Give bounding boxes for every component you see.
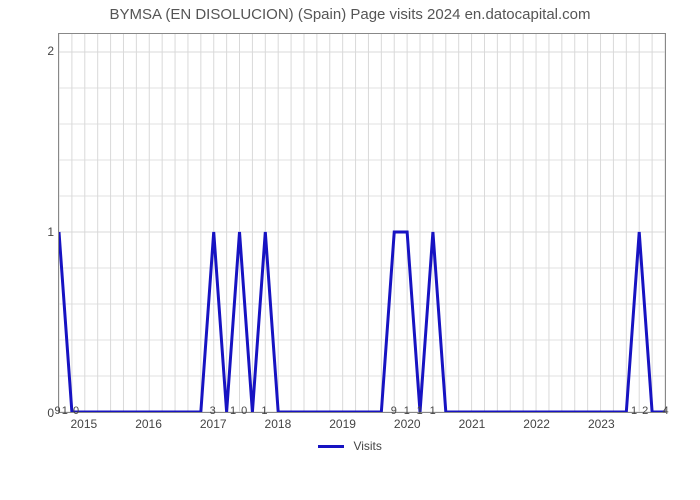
- x-year-label: 2022: [523, 417, 550, 431]
- point-count-label: 1 0: [62, 405, 80, 417]
- y-tick-label: 2: [30, 44, 54, 58]
- point-count-label: 4: [662, 405, 669, 417]
- point-count-label: 1: [261, 405, 268, 417]
- x-year-label: 2017: [200, 417, 227, 431]
- point-count-label: 1: [417, 405, 424, 417]
- point-count-label: 1 2: [631, 405, 649, 417]
- point-count-label: 1 0: [230, 405, 248, 417]
- x-year-label: 2019: [329, 417, 356, 431]
- x-year-label: 2023: [588, 417, 615, 431]
- x-year-label: 2020: [394, 417, 421, 431]
- point-count-label: 9: [54, 405, 61, 417]
- x-year-label: 2018: [265, 417, 292, 431]
- x-year-label: 2021: [459, 417, 486, 431]
- point-count-label: 1: [404, 405, 411, 417]
- x-year-label: 2016: [135, 417, 162, 431]
- point-count-label: 1: [430, 405, 437, 417]
- plot-svg: [59, 34, 665, 412]
- legend: Visits: [30, 439, 670, 453]
- legend-swatch: [318, 445, 344, 448]
- chart-title: BYMSA (EN DISOLUCION) (Spain) Page visit…: [0, 6, 700, 23]
- plot-box: [58, 33, 666, 413]
- x-year-label: 2015: [71, 417, 98, 431]
- point-count-label: 9: [391, 405, 398, 417]
- chart-area: 0 1 2 2015 2016 2017 2018 2019 2020 2021 2022 2023…: [30, 29, 670, 453]
- y-tick-label: 0: [30, 406, 54, 420]
- y-tick-label: 1: [30, 225, 54, 239]
- point-count-label: 3: [210, 405, 217, 417]
- legend-label: Visits: [353, 439, 381, 453]
